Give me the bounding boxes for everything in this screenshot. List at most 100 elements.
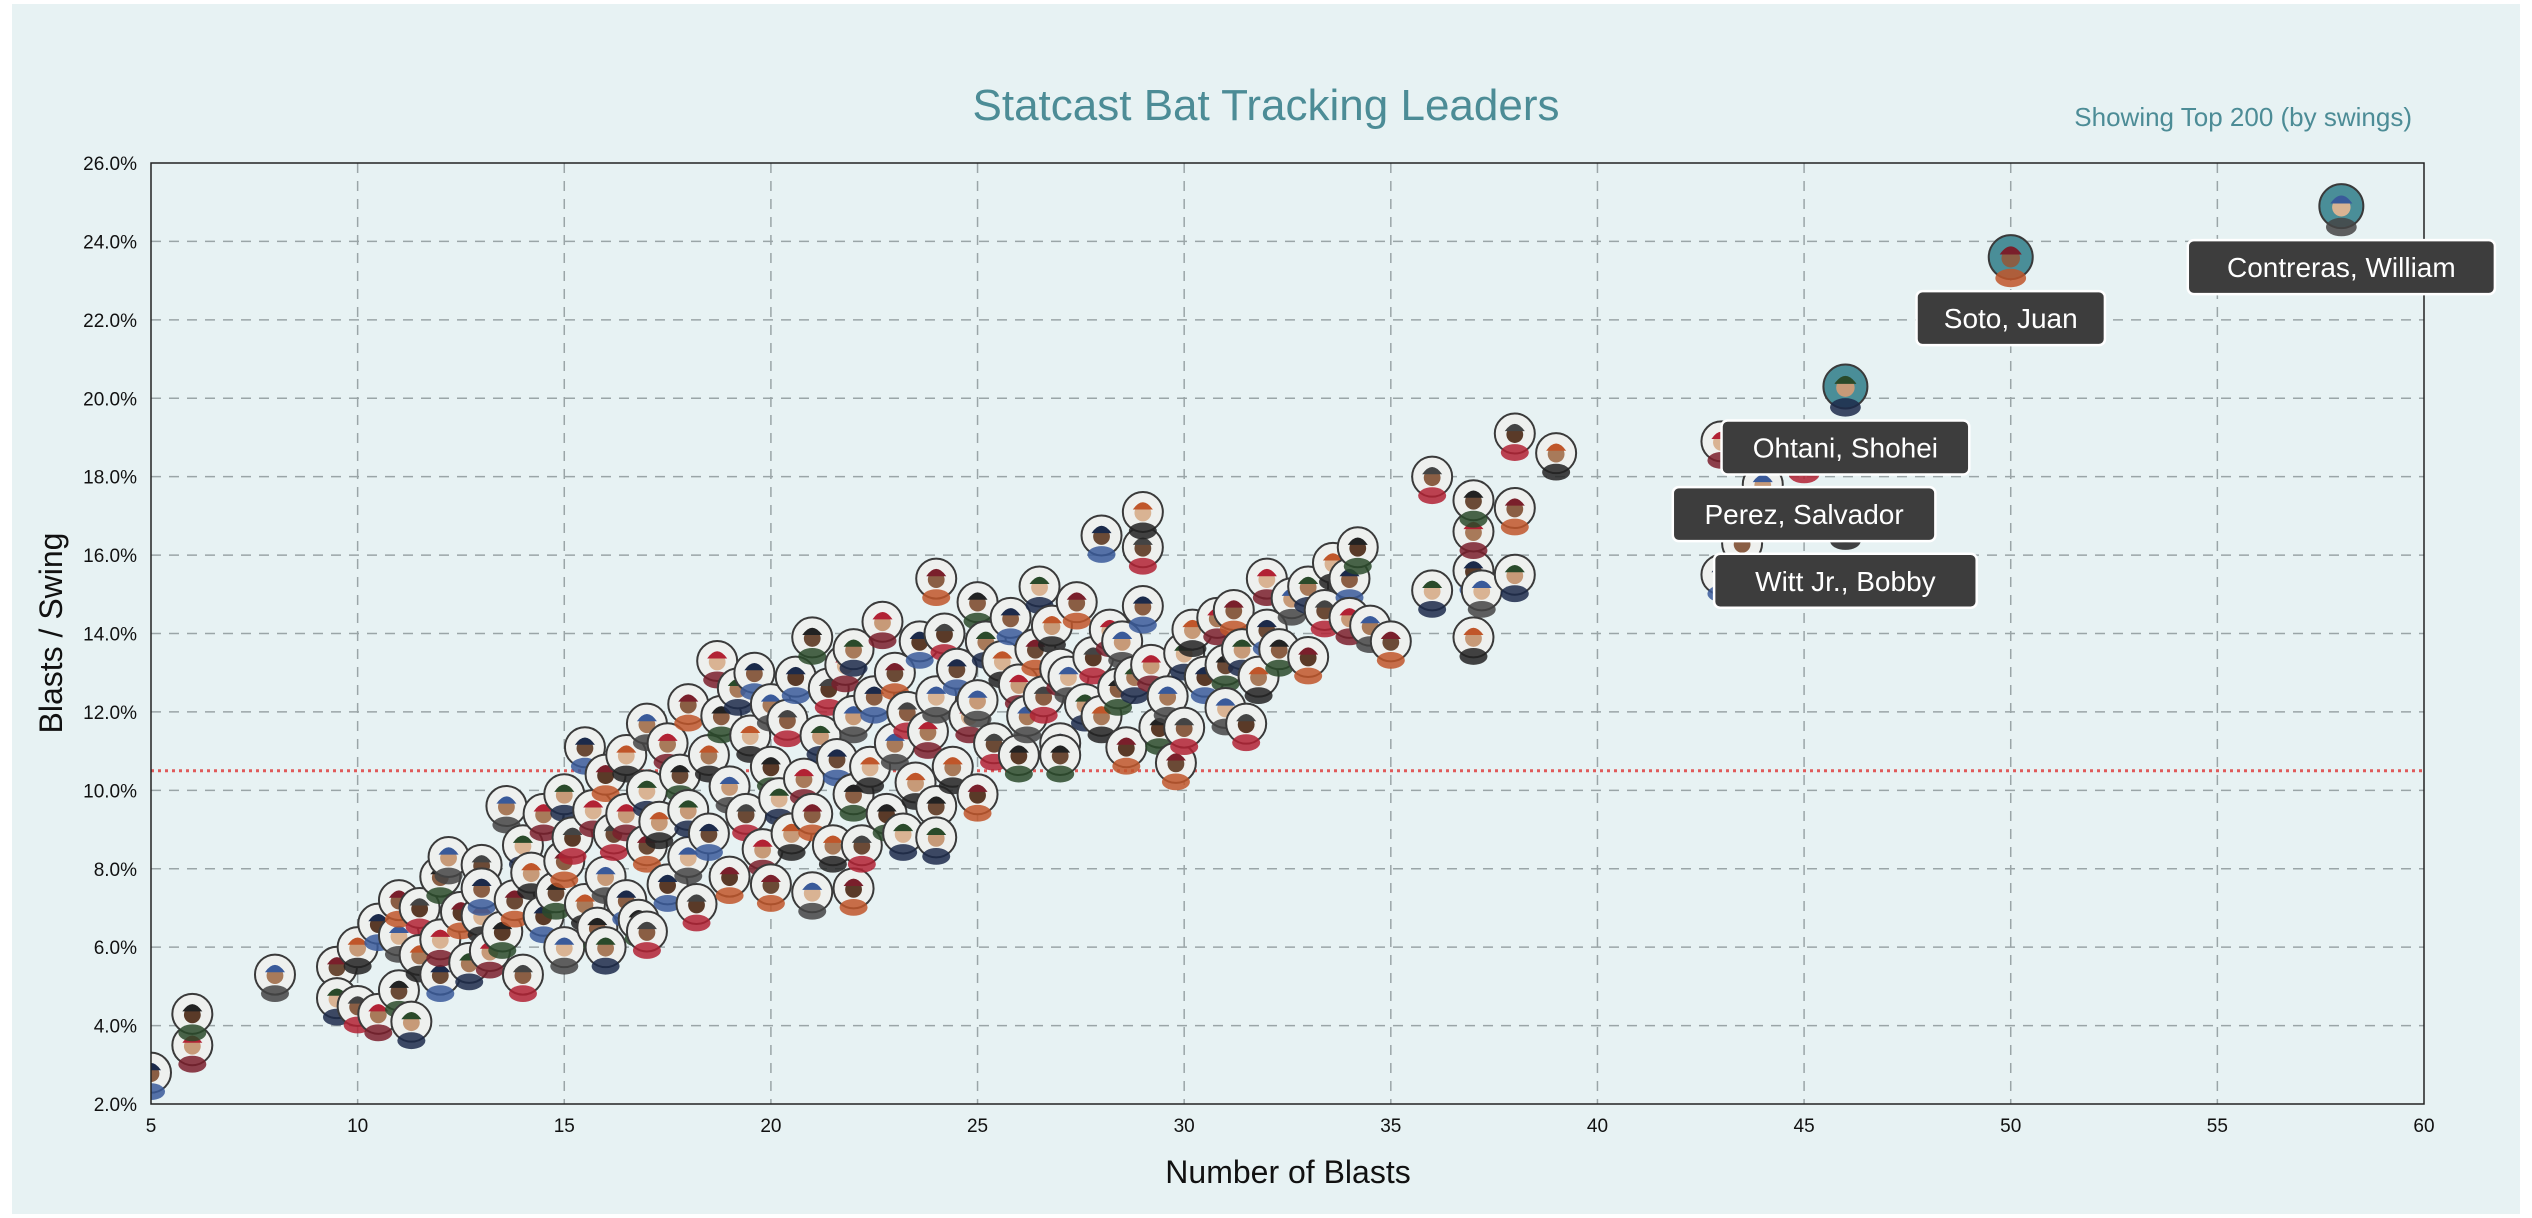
x-tick-label: 10	[347, 1116, 368, 1137]
player-name-text: Perez, Salvador	[1704, 499, 1903, 530]
player-marker[interactable]	[1080, 514, 1123, 563]
plot-border	[150, 162, 2425, 1105]
player-marker[interactable]	[390, 1000, 433, 1050]
x-tick-label: 40	[1587, 1116, 1608, 1137]
player-marker[interactable]	[1039, 734, 1082, 783]
player-marker[interactable]	[774, 655, 817, 705]
x-tick-label: 50	[2000, 1116, 2021, 1137]
player-name-text: Witt Jr., Bobby	[1755, 566, 1936, 597]
x-tick-label: 30	[1174, 1116, 1195, 1137]
player-marker[interactable]	[646, 863, 689, 912]
player-marker[interactable]	[1336, 526, 1379, 575]
player-marker[interactable]	[873, 651, 916, 701]
y-tick-label: 8.0%	[94, 860, 137, 881]
x-axis-label: Number of Blasts	[1165, 1154, 1410, 1190]
x-tick-label: 15	[554, 1116, 575, 1137]
y-tick-label: 26.0%	[83, 154, 137, 175]
player-marker[interactable]	[1121, 490, 1164, 540]
x-tick-label: 20	[760, 1116, 781, 1137]
player-marker[interactable]	[1225, 702, 1268, 752]
player-marker[interactable]	[1212, 588, 1255, 638]
player-marker[interactable]	[853, 675, 896, 724]
player-marker[interactable]	[832, 628, 875, 677]
y-tick-label: 2.0%	[94, 1095, 137, 1116]
y-tick-label: 6.0%	[94, 938, 137, 959]
player-marker[interactable]	[501, 953, 544, 1003]
player-marker[interactable]	[1121, 526, 1164, 575]
player-marker[interactable]	[956, 679, 999, 728]
y-tick-label: 14.0%	[83, 625, 137, 646]
player-marker[interactable]	[1535, 432, 1578, 481]
player-marker[interactable]	[625, 910, 668, 959]
player-marker[interactable]	[725, 792, 768, 842]
player-marker[interactable]	[1452, 479, 1495, 528]
player-marker[interactable]	[667, 835, 710, 885]
player-marker[interactable]	[1163, 706, 1206, 755]
player-marker[interactable]	[1411, 569, 1454, 618]
player-name-label: Witt Jr., Bobby	[1712, 552, 1978, 610]
player-points	[131, 183, 2365, 1101]
player-marker[interactable]	[931, 745, 974, 795]
player-marker[interactable]	[551, 816, 594, 865]
y-tick-labels: 2.0% 4.0% 6.0% 8.0% 10.0% 12.0% 14.0% 16.0% 18.0…	[83, 154, 137, 1116]
y-tick-label: 22.0%	[83, 311, 137, 332]
player-marker[interactable]	[1287, 636, 1330, 685]
player-marker[interactable]	[749, 863, 792, 912]
chart-subtitle: Showing Top 200 (by swings)	[2074, 102, 2412, 132]
x-tick-label: 35	[1380, 1116, 1401, 1137]
highlight-labels: Contreras, William Soto, Juan Ohtani, Shoh…	[1671, 238, 2497, 610]
player-marker[interactable]	[625, 769, 668, 818]
player-marker[interactable]	[377, 969, 420, 1018]
player-marker[interactable]	[956, 773, 999, 822]
player-marker[interactable]	[1493, 412, 1536, 461]
x-tick-label: 60	[2413, 1116, 2434, 1137]
player-marker[interactable]	[791, 871, 834, 920]
player-marker[interactable]	[427, 835, 470, 885]
y-tick-label: 10.0%	[83, 781, 137, 802]
player-marker[interactable]	[1411, 455, 1454, 505]
player-marker[interactable]	[1369, 620, 1412, 669]
player-marker[interactable]	[1460, 569, 1503, 618]
player-marker[interactable]	[1105, 726, 1148, 775]
player-name-text: Soto, Juan	[1944, 303, 2078, 334]
player-marker[interactable]	[1493, 553, 1536, 603]
y-tick-label: 20.0%	[83, 389, 137, 410]
player-marker[interactable]	[791, 616, 834, 665]
player-marker[interactable]	[915, 557, 958, 607]
player-name-label: Ohtani, Shohei	[1720, 419, 1971, 476]
player-marker[interactable]	[708, 855, 751, 904]
player-marker[interactable]	[1493, 487, 1536, 536]
player-marker[interactable]	[832, 867, 875, 916]
player-marker[interactable]	[687, 812, 730, 861]
player-marker[interactable]	[584, 926, 627, 975]
y-tick-label: 18.0%	[83, 468, 137, 489]
player-marker[interactable]	[935, 647, 978, 697]
x-tick-labels: 5 10 15 20 25 30 35 40 45 50 55 60	[146, 1116, 2435, 1137]
player-marker[interactable]	[766, 698, 809, 748]
player-marker[interactable]	[882, 812, 925, 861]
player-marker[interactable]	[253, 953, 296, 1003]
highlighted-player-marker[interactable]	[1987, 234, 2034, 288]
player-marker[interactable]	[1121, 585, 1164, 634]
player-marker[interactable]	[171, 992, 214, 1042]
y-tick-label: 12.0%	[83, 703, 137, 724]
player-marker[interactable]	[915, 816, 958, 865]
highlighted-player-marker[interactable]	[2318, 183, 2365, 237]
highlighted-player-marker[interactable]	[1822, 363, 1869, 417]
player-marker[interactable]	[816, 737, 859, 787]
player-name-text: Ohtani, Shohei	[1753, 432, 1938, 463]
player-marker[interactable]	[840, 824, 883, 873]
player-marker[interactable]	[1452, 616, 1495, 665]
player-name-label: Perez, Salvador	[1671, 485, 1937, 543]
player-marker[interactable]	[811, 824, 854, 873]
y-tick-label: 4.0%	[94, 1017, 137, 1038]
y-axis-label: Blasts / Swing	[33, 533, 69, 734]
player-marker[interactable]	[131, 1051, 172, 1101]
x-tick-label: 55	[2207, 1116, 2228, 1137]
player-marker[interactable]	[997, 734, 1040, 783]
player-marker[interactable]	[1055, 581, 1098, 630]
x-tick-label: 45	[1794, 1116, 1815, 1137]
player-marker[interactable]	[675, 883, 718, 932]
player-marker[interactable]	[861, 600, 904, 650]
